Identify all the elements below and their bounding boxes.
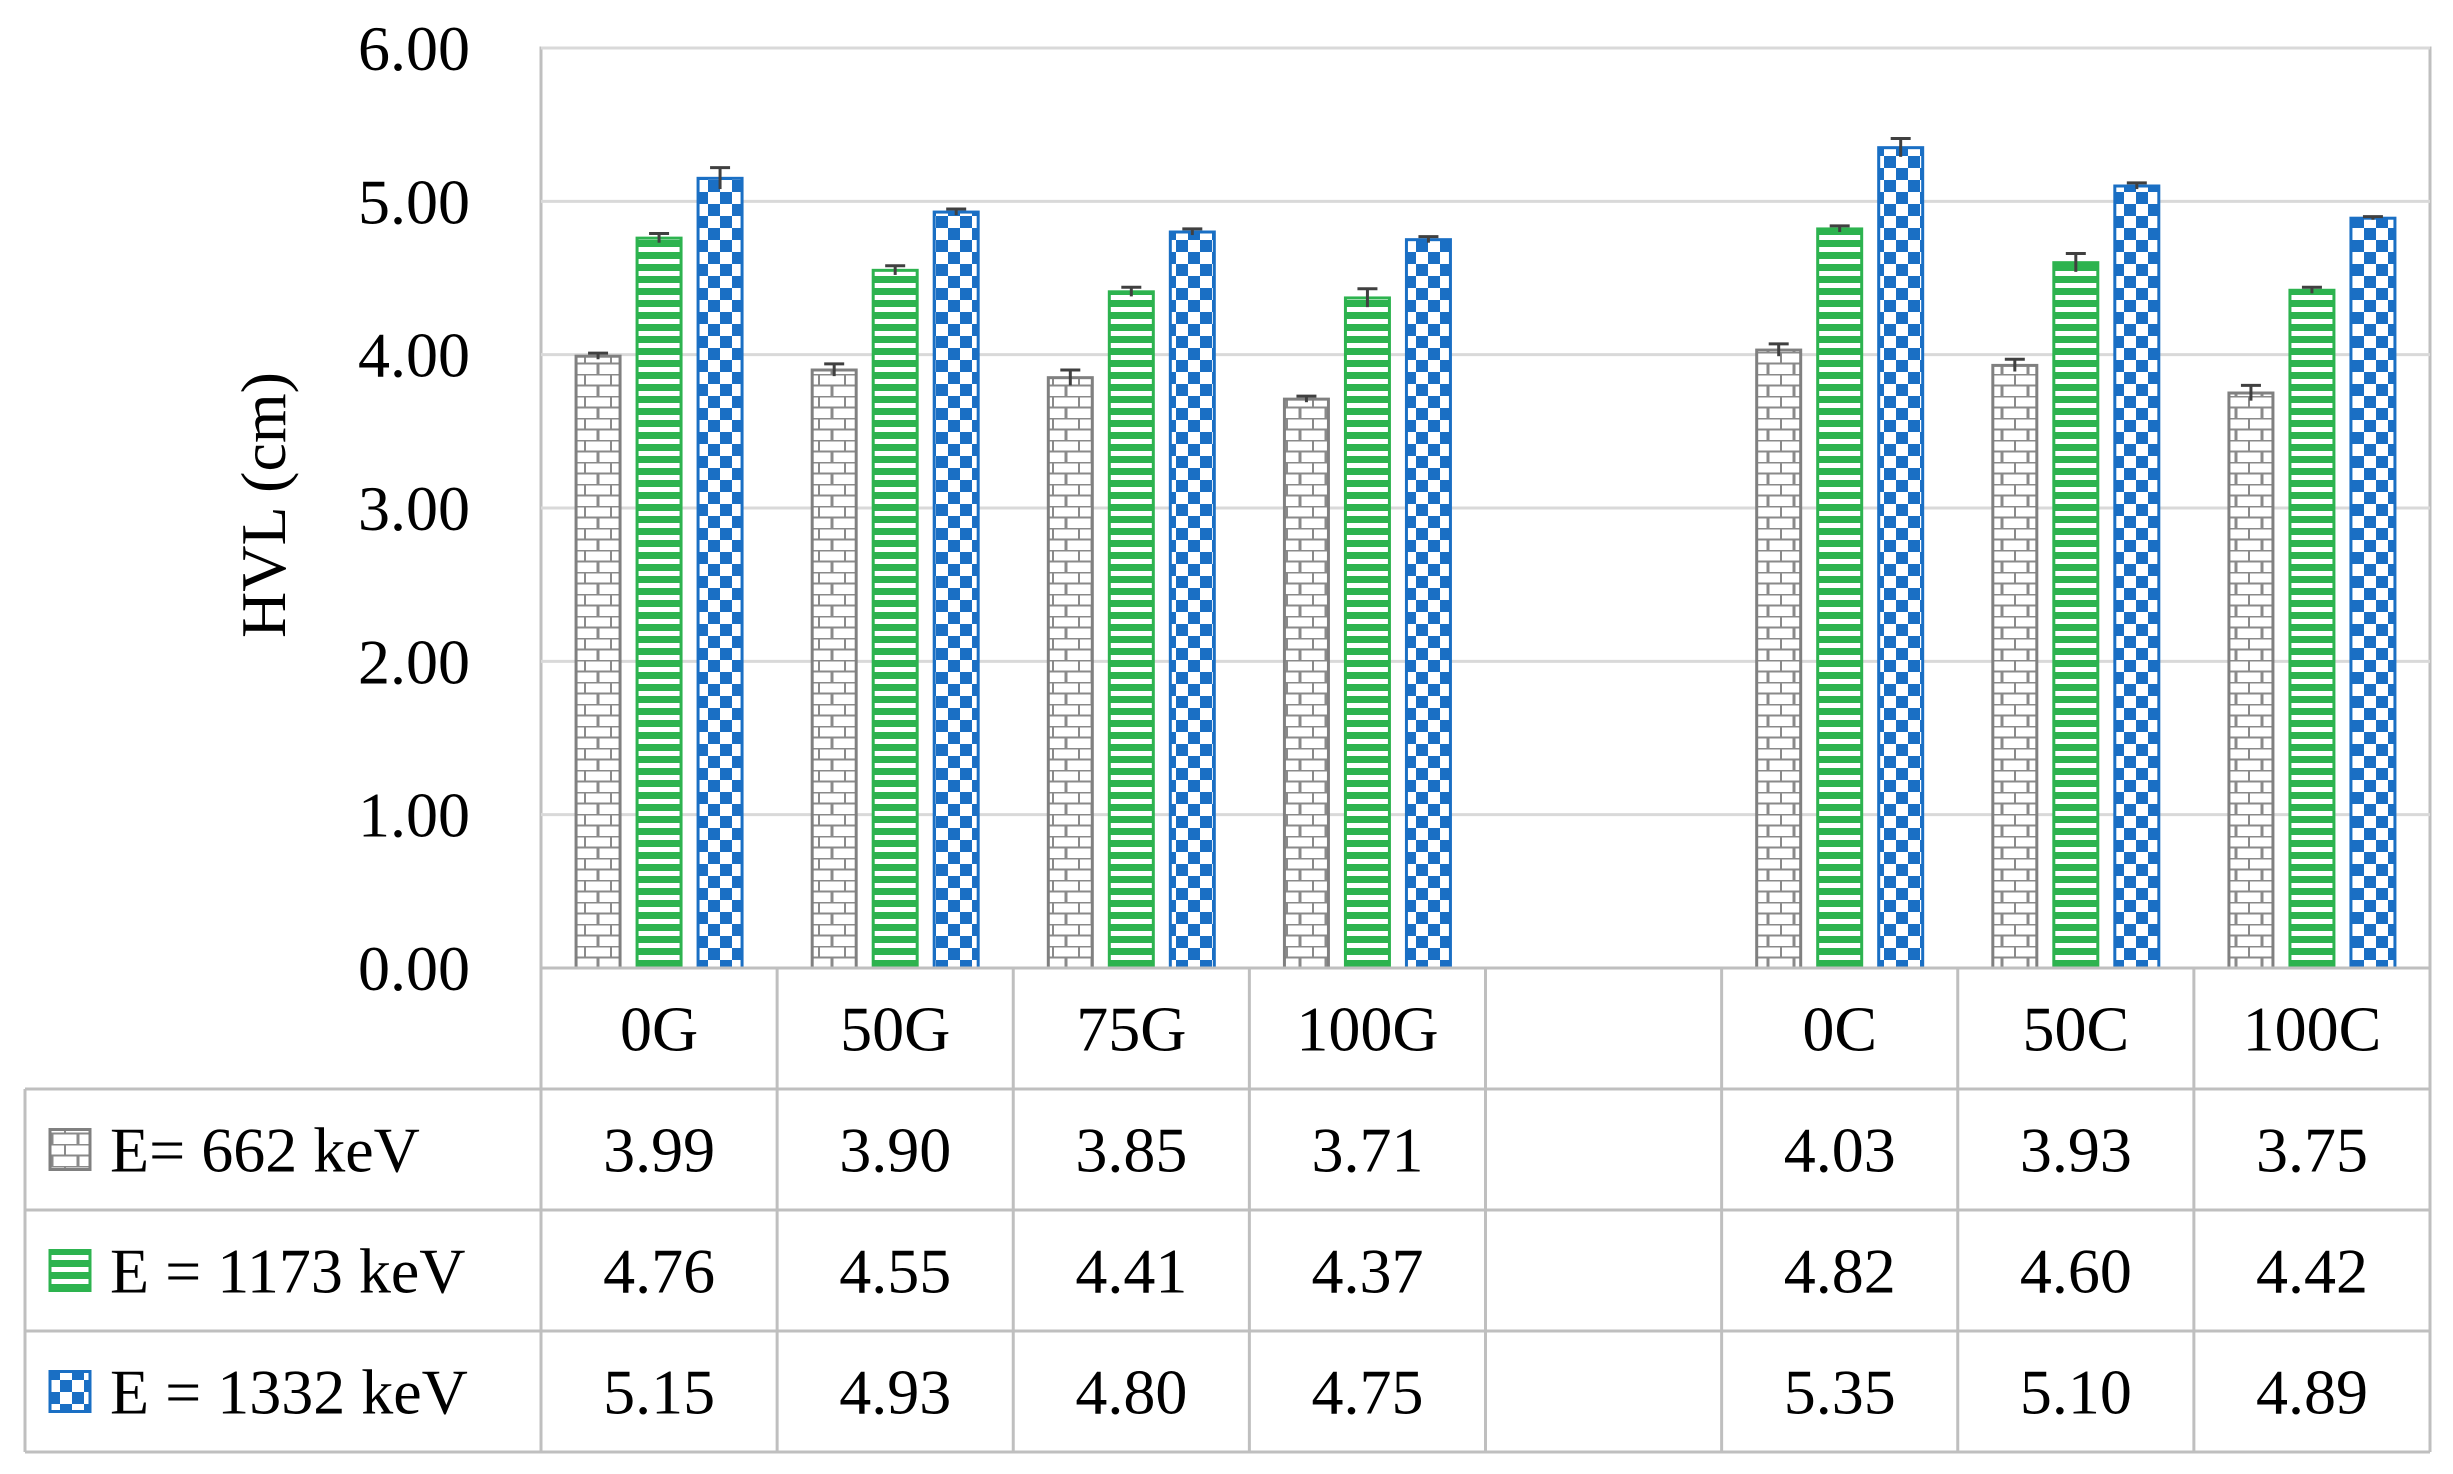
legend-swatch [48,1128,92,1171]
bar [871,268,919,970]
category-label: 75G [1076,994,1186,1065]
y-axis: 0.00 1.00 2.00 3.00 4.00 5.00 6.00 [358,13,470,1004]
bar [635,236,683,970]
y-tick-label: 0.00 [358,933,470,1004]
table-value: 4.75 [1311,1357,1423,1428]
y-tick-label: 3.00 [358,473,470,544]
bar [696,176,744,970]
legend-label: E = 1332 keV [110,1357,468,1428]
bar [2052,261,2100,970]
table-value: 3.75 [2256,1115,2368,1186]
table-value: 5.15 [603,1357,715,1428]
table-value: 4.55 [839,1236,951,1307]
table-value: 3.85 [1075,1115,1187,1186]
y-tick-label: 5.00 [358,166,470,237]
category-label: 100C [2243,994,2382,1065]
bar [1816,227,1864,970]
table-value: 3.71 [1311,1115,1423,1186]
bar [932,210,980,970]
y-axis-title: HVL (cm) [228,372,299,638]
table-value: 4.80 [1075,1357,1187,1428]
y-tick-label: 6.00 [358,13,470,84]
table-value: 4.37 [1311,1236,1423,1307]
y-tick-label: 2.00 [358,626,470,697]
bar [1282,397,1330,970]
table-value: 3.90 [839,1115,951,1186]
category-label: 50C [2022,994,2129,1065]
table-value: 4.60 [2020,1236,2132,1307]
bar [1343,296,1391,970]
table-value: 3.93 [2020,1115,2132,1186]
table-value: 5.35 [1784,1357,1896,1428]
data-table: 0G 50G 75G 100G 0C 50C 100C E= 662 keV 3.99 3.90 3… [23,966,2432,1454]
table-value: 4.82 [1784,1236,1896,1307]
bar [2349,216,2397,970]
bar [2288,288,2336,970]
bar [1107,290,1155,970]
bar [1755,348,1803,970]
table-value: 4.42 [2256,1236,2368,1307]
table-value: 4.03 [1784,1115,1896,1186]
category-label: 50G [840,994,950,1065]
bars [574,136,2397,970]
bar [574,354,622,970]
legend-label: E = 1173 keV [110,1236,465,1307]
bar [2227,391,2275,970]
table-value: 3.99 [603,1115,715,1186]
legend-label: E= 662 keV [110,1115,420,1186]
category-label: 0C [1802,994,1877,1065]
y-tick-label: 1.00 [358,780,470,851]
bar [1404,238,1452,970]
y-tick-label: 4.00 [358,320,470,391]
legend-swatch [48,1249,92,1292]
bar [1877,146,1925,970]
bar [1168,230,1216,970]
bar [2113,184,2161,970]
table-value: 4.93 [839,1357,951,1428]
table-value: 4.76 [603,1236,715,1307]
bar [810,368,858,970]
table-value: 4.41 [1075,1236,1187,1307]
bar [1046,376,1094,970]
category-label: 0G [620,994,698,1065]
legend-swatch [48,1370,92,1413]
table-value: 4.89 [2256,1357,2368,1428]
bar [1991,363,2039,970]
table-value: 5.10 [2020,1357,2132,1428]
category-label: 100G [1296,994,1438,1065]
